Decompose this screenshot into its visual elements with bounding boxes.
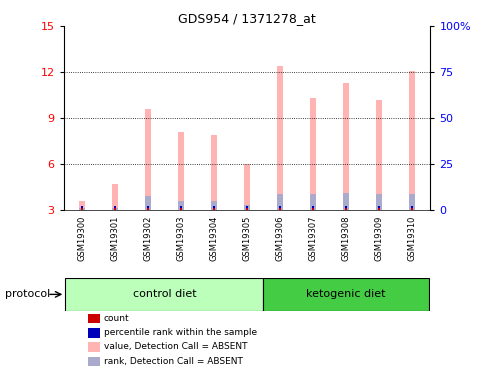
Bar [344, 206, 346, 208]
Bar [65, 278, 263, 311]
Bar [245, 206, 247, 208]
Bar [179, 206, 182, 208]
Bar [210, 135, 217, 210]
Bar [178, 201, 183, 210]
Bar [410, 206, 412, 208]
Bar [179, 208, 182, 210]
Text: GSM19305: GSM19305 [242, 215, 251, 261]
Title: GDS954 / 1371278_at: GDS954 / 1371278_at [178, 12, 315, 25]
Text: percentile rank within the sample: percentile rank within the sample [103, 328, 256, 337]
Text: GSM19309: GSM19309 [374, 215, 383, 261]
Bar [343, 193, 348, 210]
Bar [146, 206, 149, 208]
Bar [375, 100, 381, 210]
Bar [144, 196, 150, 210]
Bar [410, 208, 412, 210]
Text: rank, Detection Call = ABSENT: rank, Detection Call = ABSENT [103, 357, 242, 366]
Bar [212, 206, 215, 208]
Bar [344, 208, 346, 210]
Bar [244, 164, 249, 210]
Text: GSM19302: GSM19302 [143, 215, 152, 261]
Text: GSM19300: GSM19300 [77, 215, 86, 261]
Bar [408, 194, 414, 210]
Bar [113, 206, 116, 208]
Bar [146, 208, 149, 210]
Bar [276, 194, 283, 210]
Text: GSM19308: GSM19308 [341, 215, 350, 261]
Bar [81, 206, 83, 208]
Bar [210, 201, 217, 210]
Bar [112, 184, 118, 210]
Bar [263, 278, 428, 311]
Text: GSM19301: GSM19301 [110, 215, 119, 261]
Text: GSM19310: GSM19310 [407, 215, 416, 261]
Bar [311, 208, 313, 210]
Bar [245, 208, 247, 210]
Bar [276, 66, 283, 210]
Bar [309, 98, 315, 210]
Bar [278, 208, 281, 210]
Text: value, Detection Call = ABSENT: value, Detection Call = ABSENT [103, 342, 246, 351]
Text: GSM19303: GSM19303 [176, 215, 185, 261]
Bar [113, 208, 116, 210]
Bar [212, 208, 215, 210]
Bar [408, 70, 414, 210]
Text: count: count [103, 314, 129, 323]
Bar [81, 208, 83, 210]
Bar [309, 194, 315, 210]
Bar [377, 206, 380, 208]
Text: protocol: protocol [5, 290, 50, 299]
Text: GSM19307: GSM19307 [308, 215, 317, 261]
Bar [112, 208, 118, 210]
Bar [375, 194, 381, 210]
Bar [79, 208, 84, 210]
Bar [311, 206, 313, 208]
Bar [278, 206, 281, 208]
Bar [178, 132, 183, 210]
Bar [79, 201, 84, 210]
Text: GSM19304: GSM19304 [209, 215, 218, 261]
Text: control diet: control diet [132, 290, 196, 299]
Bar [244, 205, 249, 210]
Bar [144, 109, 150, 210]
Text: ketogenic diet: ketogenic diet [305, 290, 385, 299]
Bar [343, 83, 348, 210]
Bar [377, 208, 380, 210]
Text: GSM19306: GSM19306 [275, 215, 284, 261]
